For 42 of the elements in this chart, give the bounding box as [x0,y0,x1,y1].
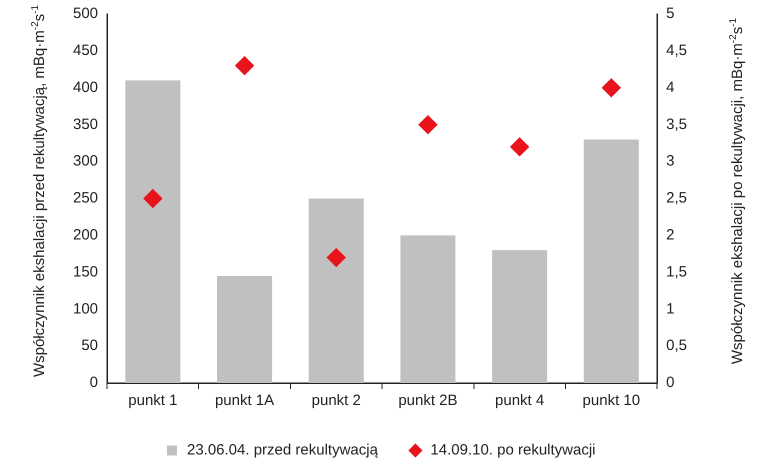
y-tick-label: 250 [72,190,98,207]
point [235,56,254,76]
y2-tick-label: 3,5 [666,116,688,133]
bar [492,250,548,383]
y2-tick-label: 2,5 [666,190,688,207]
y2-tick-label: 2 [666,226,674,244]
x-tick-label: punkt 2B [398,392,458,410]
bar [400,235,456,383]
y-tick-label: 100 [72,300,98,318]
bar [584,139,639,383]
y2-tick-label: 4,5 [666,42,688,60]
y2-tick-label: 4 [666,78,674,96]
legend-label: 23.06.04. przed rekultywacją [186,442,379,459]
point [510,137,530,156]
point [418,115,438,134]
y-tick-label: 200 [72,226,98,244]
y-tick-label: 50 [81,337,98,354]
y-tick-label: 450 [72,42,98,60]
y2-tick-label: 5 [666,5,674,22]
y-tick-label: 0 [90,374,98,392]
y-tick-label: 150 [72,263,98,280]
point [602,78,621,98]
y2-tick-label: 1 [666,300,674,318]
point [326,248,346,268]
y-tick-label: 350 [72,116,98,133]
y2-tick-label: 0,5 [666,337,688,354]
y2-tick-label: 3 [666,152,674,170]
x-tick-label: punkt 2 [312,392,361,410]
bar [308,198,364,383]
y-tick-label: 400 [72,78,98,96]
x-tick-label: punkt 10 [582,392,640,410]
y2-tick-label: 1,5 [666,263,688,280]
y2-tick-label: 0 [666,374,674,392]
y-tick-label: 500 [72,5,98,22]
x-tick-label: punkt 1A [214,392,274,410]
point [143,189,162,208]
bar [125,80,180,383]
legend-label: 14.09.10. po rekultywacji [430,442,596,459]
bar [217,276,272,383]
y-tick-label: 300 [72,152,98,170]
x-tick-label: punkt 4 [495,392,544,410]
x-tick-label: punkt 1 [128,392,178,410]
